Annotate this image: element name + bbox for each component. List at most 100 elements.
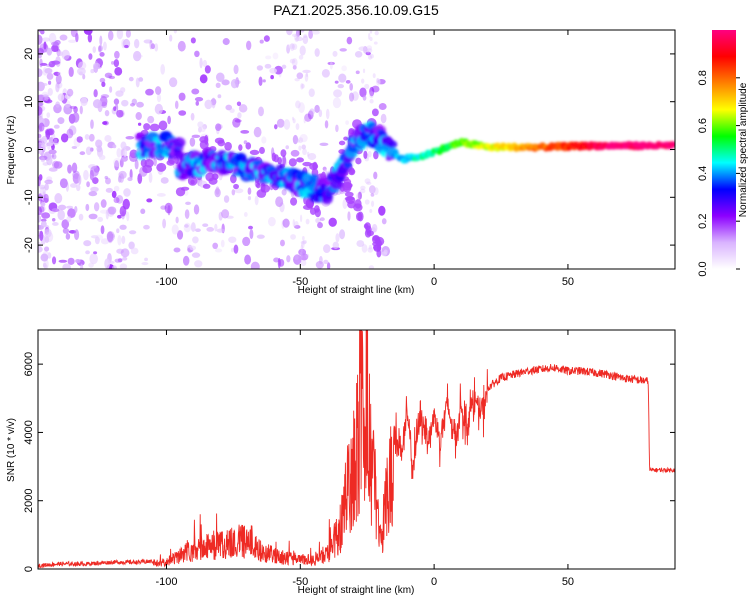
spectrogram-noise-blob	[214, 188, 221, 198]
spectrogram-noise-blob	[288, 43, 296, 49]
spectrogram-noise-blob	[47, 140, 55, 144]
spectrogram-noise-blob	[189, 137, 196, 147]
spectrogram-noise-blob	[153, 157, 157, 167]
spectrogram-noise-blob	[300, 240, 307, 245]
spectrogram-x-tick-label: -100	[155, 276, 177, 288]
snr-y-tick-label: 0	[23, 566, 35, 572]
spectrogram-noise-blob	[193, 204, 200, 215]
spectrogram-noise-blob	[334, 80, 339, 84]
spectrogram-noise-blob	[173, 247, 181, 253]
spectrogram-noise-blob	[85, 203, 90, 212]
spectrogram-noise-blob	[341, 65, 347, 72]
spectrogram-noise-blob	[258, 76, 263, 86]
spectrogram-noise-blob	[215, 72, 225, 83]
spectrogram-noise-blob	[221, 79, 230, 86]
spectrogram-noise-blob	[342, 198, 348, 210]
spectrogram-noise-blob	[134, 159, 139, 170]
spectrogram-noise-blob	[154, 43, 159, 52]
spectrogram-noise-blob	[299, 134, 308, 143]
spectrogram-noise-blob	[261, 136, 267, 144]
spectrogram-noise-blob	[99, 52, 105, 57]
spectrogram-noise-blob	[160, 177, 169, 184]
spectrogram-noise-blob	[368, 54, 373, 60]
spectrogram-noise-blob	[147, 115, 155, 124]
spectrogram-noise-blob	[168, 77, 178, 88]
spectrogram-noise-blob	[41, 212, 51, 219]
spectrogram-noise-blob	[39, 58, 43, 68]
spectrogram-noise-blob	[54, 193, 63, 204]
spectrogram-noise-blob	[367, 150, 372, 158]
spectrogram-noise-blob	[51, 208, 60, 213]
spectrogram-noise-blob	[254, 195, 259, 206]
spectrogram-noise-blob	[374, 30, 379, 36]
spectrogram-noise-blob	[127, 177, 133, 182]
spectrogram-noise-blob	[90, 119, 94, 130]
spectrogram-noise-blob	[360, 185, 366, 190]
spectrogram-ridge-blob	[144, 158, 154, 168]
spectrogram-noise-blob	[292, 219, 296, 227]
spectrogram-noise-blob	[86, 181, 90, 188]
spectrogram-ridge-blob	[143, 123, 151, 131]
spectrogram-noise-blob	[178, 92, 186, 101]
spectrogram-noise-blob	[154, 103, 164, 115]
spectrogram-noise-blob	[335, 233, 340, 243]
spectrogram-noise-blob	[294, 220, 299, 228]
spectrogram-noise-blob	[198, 126, 202, 133]
spectrogram-noise-blob	[143, 39, 153, 44]
spectrogram-noise-blob	[112, 265, 117, 269]
spectrogram-noise-blob	[44, 236, 50, 243]
spectrogram-noise-blob	[248, 225, 253, 230]
spectrogram-noise-blob	[38, 53, 42, 59]
spectrogram-noise-blob	[112, 144, 117, 149]
spectrogram-noise-blob	[56, 51, 64, 57]
spectrogram-noise-blob	[160, 64, 165, 75]
spectrogram-noise-blob	[319, 217, 325, 222]
spectrogram-noise-blob	[215, 123, 222, 132]
spectrogram-noise-blob	[283, 119, 291, 130]
spectrogram-noise-blob	[294, 225, 301, 229]
spectrogram-noise-blob	[46, 176, 53, 182]
spectrogram-ridge-blob	[271, 152, 277, 162]
spectrogram-noise-blob	[116, 248, 124, 254]
spectrogram-ridge-blob	[371, 108, 379, 117]
spectrogram-noise-blob	[206, 227, 215, 232]
spectrogram-noise-blob	[337, 83, 345, 89]
spectrogram-noise-blob	[361, 78, 365, 84]
spectrogram-noise-blob	[156, 193, 166, 197]
spectrogram-noise-blob	[244, 254, 252, 265]
spectrogram-noise-blob	[38, 102, 44, 107]
spectrogram-noise-blob	[74, 205, 78, 214]
spectrogram-noise-blob	[230, 79, 239, 89]
spectrogram-noise-blob	[88, 53, 93, 60]
spectrogram-noise-blob	[370, 193, 375, 197]
colorbar-gradient	[712, 30, 736, 269]
spectrogram-noise-blob	[51, 218, 56, 222]
spectrogram-noise-blob	[67, 164, 72, 174]
spectrogram-noise-blob	[362, 95, 367, 101]
spectrogram-x-label: Height of straight line (km)	[298, 285, 415, 296]
spectrogram-noise-blob	[319, 142, 329, 147]
spectrogram-noise-blob	[51, 41, 60, 46]
spectrogram-noise-blob	[332, 97, 342, 109]
spectrogram-noise-blob	[309, 108, 315, 116]
spectrogram-noise-blob	[75, 259, 81, 264]
spectrogram-noise-blob	[66, 205, 74, 209]
spectrogram-noise-blob	[367, 247, 374, 253]
spectrogram-noise-blob	[272, 52, 279, 60]
spectrogram-ridge-blob	[214, 137, 225, 144]
spectrogram-noise-blob	[113, 185, 120, 192]
spectrogram-noise-blob	[114, 50, 120, 59]
spectrogram-noise-blob	[263, 35, 270, 42]
spectrogram-noise-blob	[298, 54, 304, 60]
spectrogram-noise-blob	[43, 193, 49, 203]
spectrogram-noise-blob	[128, 241, 135, 250]
spectrogram-noise-blob	[223, 195, 230, 203]
spectrogram-noise-blob	[116, 195, 124, 204]
spectrogram-noise-blob	[77, 61, 87, 70]
spectrogram-noise-blob	[98, 45, 102, 53]
spectrogram-noise-blob	[120, 156, 128, 162]
spectrogram-noise-blob	[78, 213, 84, 221]
spectrogram-noise-blob	[302, 35, 309, 45]
spectrogram-noise-blob	[48, 167, 58, 172]
